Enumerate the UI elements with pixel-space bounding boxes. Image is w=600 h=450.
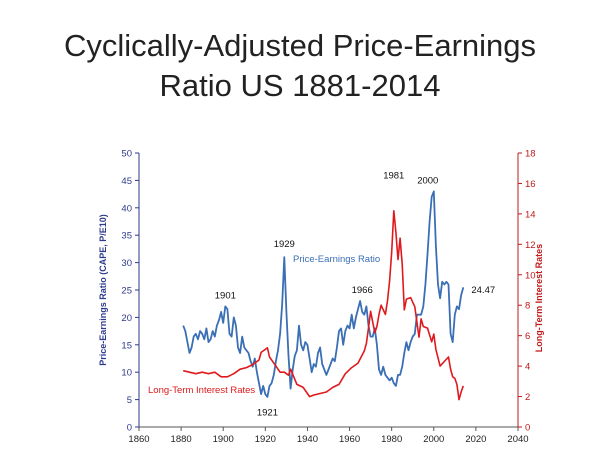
series-label-rates: Long-Term Interest Rates — [148, 385, 255, 396]
x-tick-label: 2040 — [507, 434, 528, 445]
slide-title-line-2: Ratio US 1881-2014 — [159, 68, 441, 103]
left-tick-label: 40 — [121, 203, 132, 214]
left-tick-label: 5 — [127, 395, 132, 406]
annotation-2000: 2000 — [417, 175, 438, 186]
left-tick-label: 15 — [121, 340, 132, 351]
right-tick-label: 10 — [525, 270, 536, 281]
left-tick-label: 50 — [121, 149, 132, 160]
left-tick-label: 35 — [121, 231, 132, 242]
x-axis-ticks: 1860 1880 1900 1920 1940 1960 1980 2000 2020 2040 — [128, 427, 529, 445]
right-tick-label: 6 — [525, 331, 530, 342]
right-tick-label: 2 — [525, 392, 530, 403]
left-axis-ticks: 0 5 10 15 20 25 30 35 40 45 50 — [121, 149, 139, 434]
right-tick-label: 14 — [525, 209, 536, 220]
left-tick-label: 10 — [121, 368, 132, 379]
left-tick-label: 0 — [127, 423, 132, 434]
left-axis-title: Price-Earnings Ratio (CAPE, P/E10) — [98, 214, 108, 366]
right-tick-label: 4 — [525, 362, 530, 373]
slide-title: Cyclically-Adjusted Price-Earnings Ratio… — [0, 26, 600, 106]
x-tick-label: 1900 — [213, 434, 234, 445]
x-tick-label: 2020 — [465, 434, 486, 445]
x-tick-label: 1860 — [128, 434, 149, 445]
annotation-1966: 1966 — [352, 285, 373, 296]
x-tick-label: 2000 — [423, 434, 444, 445]
x-tick-label: 1960 — [339, 434, 360, 445]
right-tick-label: 0 — [525, 423, 530, 434]
annotation-24.47: 24.47 — [471, 285, 495, 296]
x-tick-label: 1880 — [171, 434, 192, 445]
left-tick-label: 30 — [121, 258, 132, 269]
series-line-rates — [183, 210, 465, 401]
series-label-pe: Price-Earnings Ratio — [293, 254, 380, 265]
x-tick-label: 1920 — [255, 434, 276, 445]
annotation-1901: 1901 — [215, 290, 236, 301]
annotation-1981: 1981 — [383, 170, 404, 181]
left-tick-label: 45 — [121, 176, 132, 187]
right-tick-label: 8 — [525, 301, 530, 312]
annotation-1929: 1929 — [274, 239, 295, 250]
right-axis-ticks: 0 2 4 6 8 10 12 14 16 18 — [518, 149, 536, 434]
right-axis-title: Long-Term Interest Rates — [534, 244, 544, 352]
left-tick-label: 20 — [121, 313, 132, 324]
x-tick-label: 1940 — [297, 434, 318, 445]
chart-series — [182, 190, 465, 401]
right-tick-label: 16 — [525, 179, 536, 190]
annotation-1921: 1921 — [257, 408, 278, 419]
slide-title-line-1: Cyclically-Adjusted Price-Earnings — [63, 28, 537, 63]
right-tick-label: 12 — [525, 240, 536, 251]
x-tick-label: 1980 — [381, 434, 402, 445]
chart-annotations: 1901 1929 1921 1966 1981 2000 24.47 — [215, 170, 495, 418]
right-tick-label: 18 — [525, 149, 536, 160]
left-tick-label: 25 — [121, 286, 132, 297]
